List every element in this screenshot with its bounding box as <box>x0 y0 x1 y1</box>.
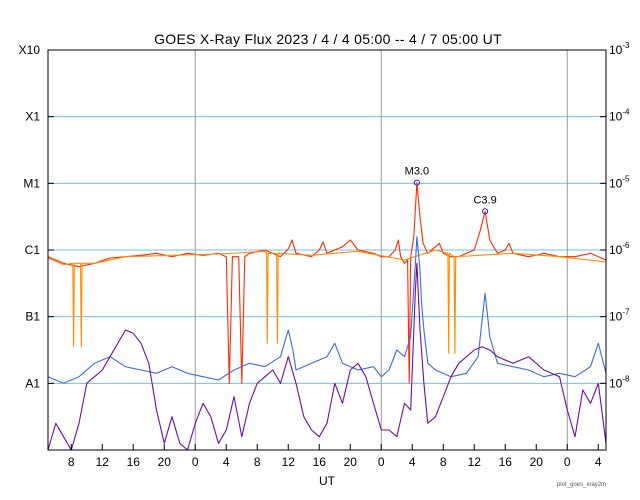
grid-layer <box>48 50 606 450</box>
flux-tick-label: 10-4 <box>609 108 630 124</box>
x-tick-label: 16 <box>499 455 513 469</box>
x-tick-label: 0 <box>378 455 385 469</box>
x-axis-label: UT <box>319 474 336 488</box>
flare-class-label: C1 <box>25 243 41 257</box>
x-tick-label: 16 <box>313 455 327 469</box>
x-tick-label: 8 <box>254 455 261 469</box>
flux-tick-label: 10-3 <box>609 41 630 57</box>
x-tick-label: 8 <box>440 455 447 469</box>
series-line-4 <box>47 262 607 451</box>
credit-text: plot_goes_xray2m <box>557 482 606 488</box>
x-tick-label: 4 <box>595 455 602 469</box>
flux-tick-exponent: -4 <box>622 108 630 117</box>
flux-tick-exponent: -8 <box>622 374 630 383</box>
flux-tick-exponent: -5 <box>622 174 630 183</box>
flare-class-label: A1 <box>25 376 40 390</box>
flare-class-label: B1 <box>25 310 40 324</box>
x-tick-label: 20 <box>158 455 172 469</box>
x-tick-label: 12 <box>282 455 296 469</box>
x-tick-label: 4 <box>409 455 416 469</box>
series-line-2 <box>47 249 607 354</box>
series-line-1 <box>47 182 607 384</box>
x-tick-label: 0 <box>564 455 571 469</box>
flare-class-label: X10 <box>19 43 41 57</box>
flux-tick-exponent: -6 <box>622 241 630 250</box>
flux-tick-label: 10-6 <box>609 241 630 257</box>
x-tick-label: 16 <box>127 455 141 469</box>
x-tick-label: 20 <box>530 455 544 469</box>
x-tick-label: 12 <box>96 455 110 469</box>
x-tick-label: 8 <box>68 455 75 469</box>
x-tick-label: 4 <box>223 455 230 469</box>
x-tick-label: 0 <box>192 455 199 469</box>
chart-title: GOES X-Ray Flux 2023 / 4 / 4 05:00 -- 4 … <box>154 31 502 47</box>
x-tick-label: 12 <box>468 455 482 469</box>
flare-peak-marker <box>413 179 420 186</box>
x-tick-label: 20 <box>344 455 358 469</box>
series-line-3 <box>47 236 607 384</box>
flare-peak-label: M3.0 <box>405 166 429 178</box>
flare-class-label: X1 <box>25 110 40 124</box>
flux-tick-label: 10-8 <box>609 374 630 390</box>
flux-tick-label: 10-5 <box>609 174 630 190</box>
annotation-layer: M3.0 C3.9 <box>405 166 497 215</box>
flare-peak-label: C3.9 <box>473 194 496 206</box>
flare-peak-marker <box>482 208 489 215</box>
series-layer <box>47 182 607 451</box>
flux-tick-exponent: -3 <box>622 41 630 50</box>
flux-tick-label: 10-7 <box>609 308 630 324</box>
flux-tick-exponent: -7 <box>622 308 630 317</box>
flare-class-label: M1 <box>23 176 40 190</box>
